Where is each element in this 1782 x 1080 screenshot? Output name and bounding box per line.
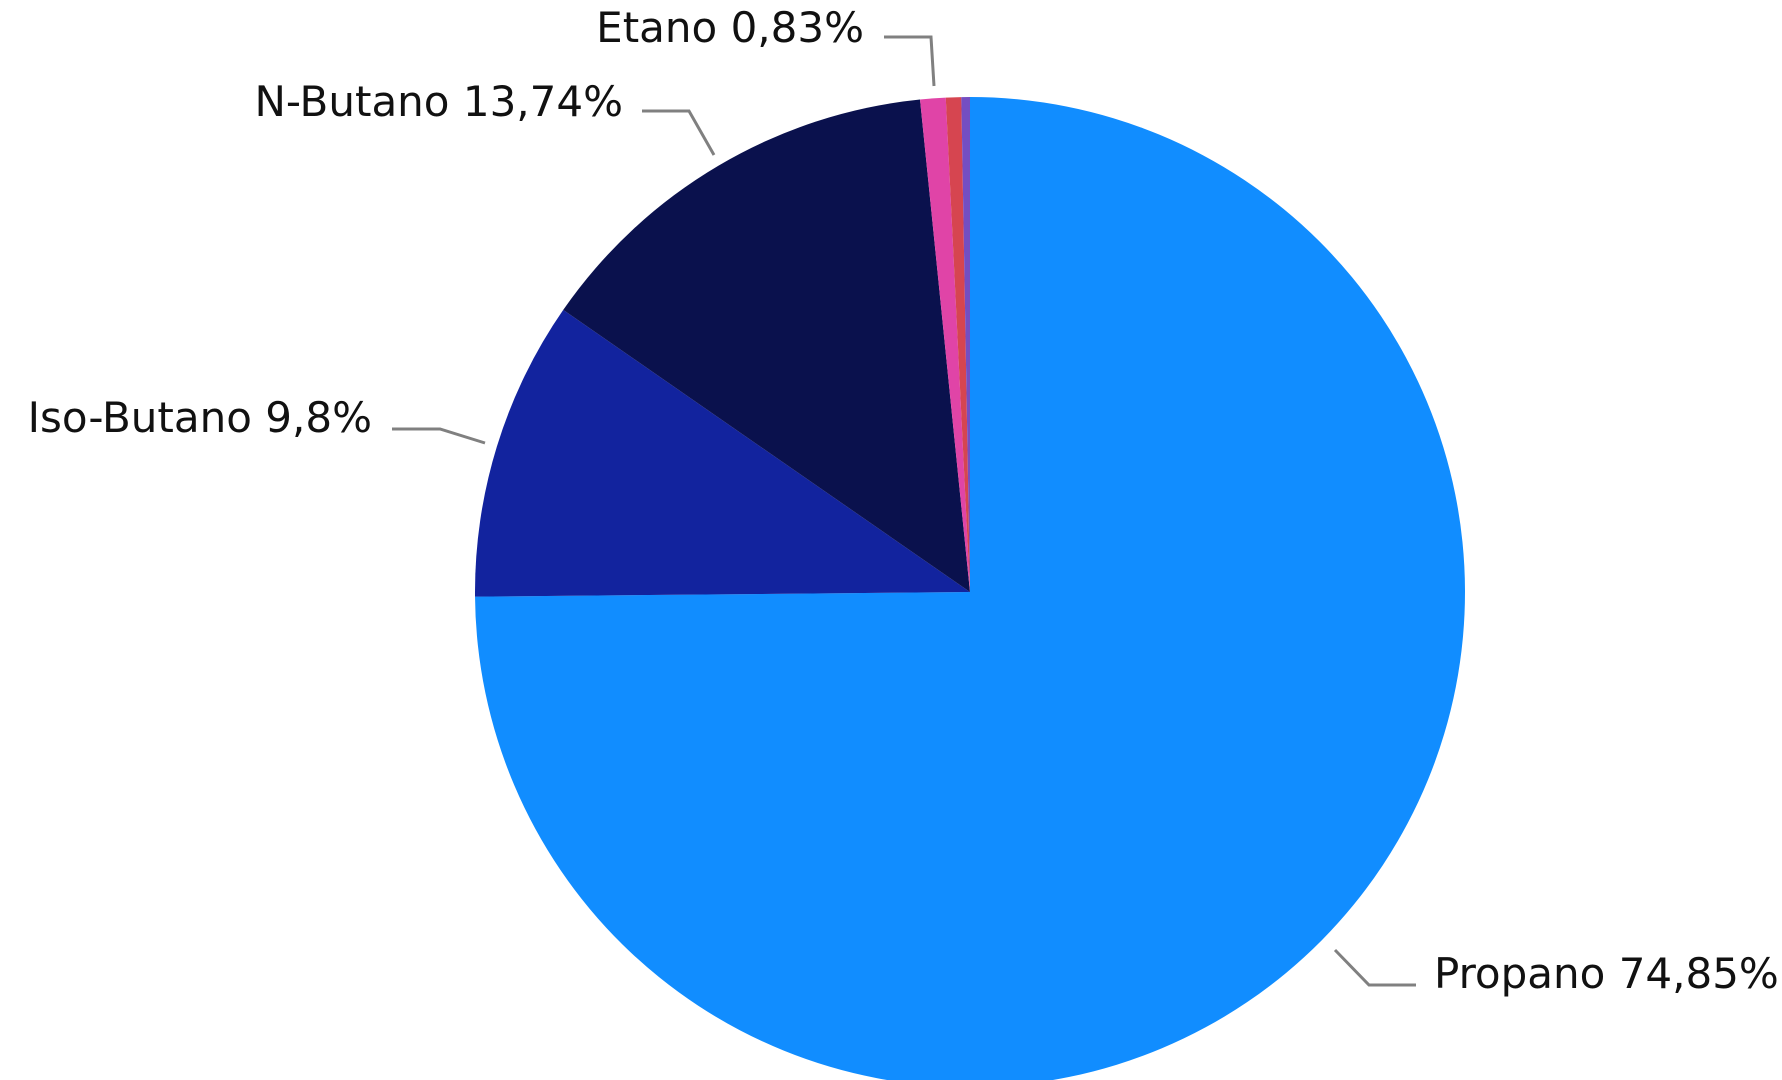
data-label-propano: Propano 74,85% (1434, 949, 1779, 998)
leader-line-iso-butano (392, 427, 486, 445)
leader-line-etano (884, 35, 936, 87)
pie-slice-propano (475, 97, 1465, 1080)
data-label-n-butano: N-Butano 13,74% (254, 77, 623, 126)
data-label-iso-butano: Iso-Butano 9,8% (28, 393, 372, 442)
pie-slice-minor-5 (961, 97, 970, 592)
leader-line-propano (1333, 948, 1416, 987)
pie-slices (474, 97, 1465, 1080)
pie-slice-n-butano (563, 99, 970, 592)
pie-slice-minor-4 (945, 97, 970, 592)
data-label-etano: Etano 0,83% (596, 3, 864, 52)
pie-slice-etano (920, 97, 970, 592)
leader-lines (392, 35, 1416, 987)
leader-line-n-butano (642, 109, 716, 156)
pie-slice-iso-butano (474, 309, 970, 597)
data-labels: Propano 74,85% Iso-Butano 9,8% N-Butano 13… (28, 3, 1779, 998)
